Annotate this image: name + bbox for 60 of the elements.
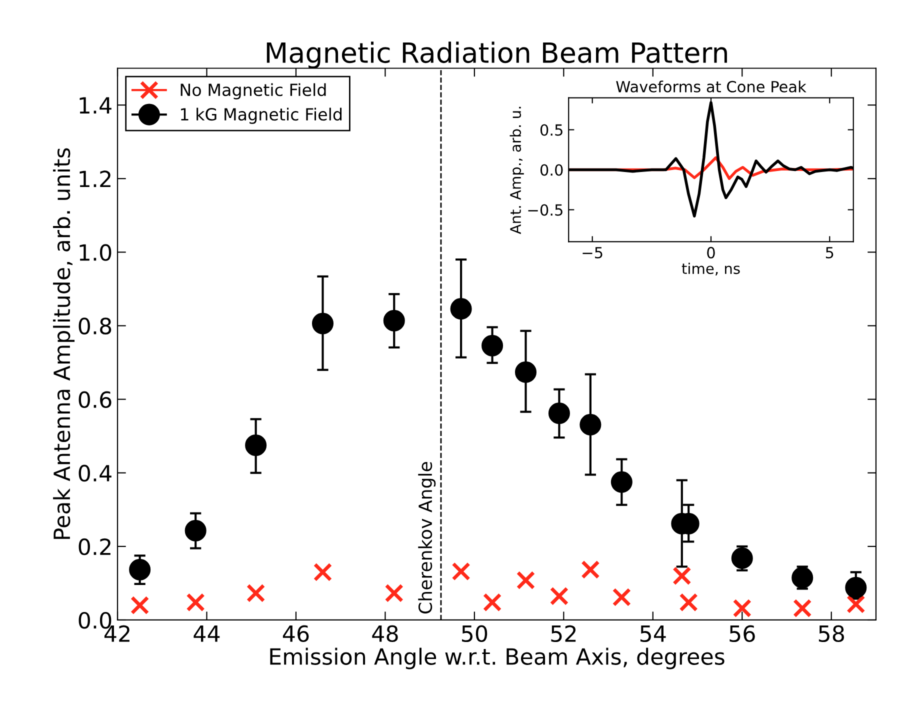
legend-label: No Magnetic Field bbox=[180, 83, 326, 100]
point bbox=[550, 586, 569, 606]
point bbox=[610, 471, 632, 493]
point bbox=[245, 434, 267, 456]
point bbox=[514, 361, 537, 383]
point bbox=[846, 594, 866, 614]
x-tick-label: 54 bbox=[640, 626, 666, 642]
point bbox=[384, 584, 404, 603]
y-tick-label: 0.4 bbox=[78, 464, 112, 482]
ref-line-label: Cherenkov Angle bbox=[418, 462, 436, 614]
y-tick-label: 0.8 bbox=[78, 318, 112, 334]
x-tick-label: 44 bbox=[194, 626, 220, 642]
point bbox=[482, 334, 504, 356]
y-tick-label: 0.0 bbox=[540, 164, 563, 176]
point bbox=[184, 520, 206, 542]
y-tick-label: −0.5 bbox=[528, 204, 562, 216]
y-tick-label: 0.5 bbox=[540, 124, 562, 136]
point bbox=[792, 566, 814, 588]
point bbox=[186, 592, 205, 612]
y-tick-label: 1.0 bbox=[80, 244, 112, 261]
point bbox=[452, 562, 470, 581]
x-tick-label: 0 bbox=[707, 246, 715, 258]
point bbox=[672, 566, 692, 586]
point bbox=[581, 560, 600, 579]
point bbox=[482, 592, 502, 612]
point bbox=[612, 588, 632, 607]
point bbox=[792, 598, 812, 618]
y-tick-label: 1.4 bbox=[80, 97, 112, 114]
point bbox=[129, 558, 151, 580]
y-axis-title: Peak Antenna Amplitude, arb. units bbox=[53, 148, 75, 539]
x-axis-title: time, ns bbox=[682, 262, 740, 276]
y-axis-title: Ant. Amp., arb. u. bbox=[510, 106, 524, 234]
point bbox=[383, 310, 405, 332]
point bbox=[731, 547, 753, 569]
point bbox=[548, 402, 570, 424]
legend-label: 1 kG Magnetic Field bbox=[181, 108, 342, 124]
point bbox=[130, 596, 150, 615]
point bbox=[516, 570, 536, 590]
x-tick-label: 52 bbox=[551, 625, 576, 642]
point bbox=[313, 562, 332, 582]
point bbox=[450, 298, 472, 320]
x-tick-label: 50 bbox=[462, 625, 488, 642]
y-tick-label: 0.6 bbox=[78, 391, 112, 408]
point bbox=[312, 312, 334, 334]
x-tick-label: 58 bbox=[818, 625, 844, 642]
chart-title: Magnetic Radiation Beam Pattern bbox=[266, 42, 727, 68]
y-tick-label: 0.2 bbox=[78, 538, 110, 556]
x-tick-label: 46 bbox=[282, 625, 309, 642]
x-tick-label: 48 bbox=[372, 625, 398, 642]
x-tick-label: 5 bbox=[826, 247, 834, 258]
point bbox=[845, 576, 867, 598]
chart-title: Waveforms at Cone Peak bbox=[616, 80, 806, 92]
point bbox=[732, 598, 752, 618]
x-tick-label: 56 bbox=[730, 625, 755, 642]
point bbox=[580, 414, 602, 436]
point bbox=[679, 592, 698, 612]
point bbox=[246, 584, 266, 603]
x-axis-title: Emission Angle w.r.t. Beam Axis, degrees bbox=[270, 648, 724, 670]
x-tick-label: −5 bbox=[582, 247, 602, 258]
y-tick-label: 1.2 bbox=[80, 170, 110, 188]
